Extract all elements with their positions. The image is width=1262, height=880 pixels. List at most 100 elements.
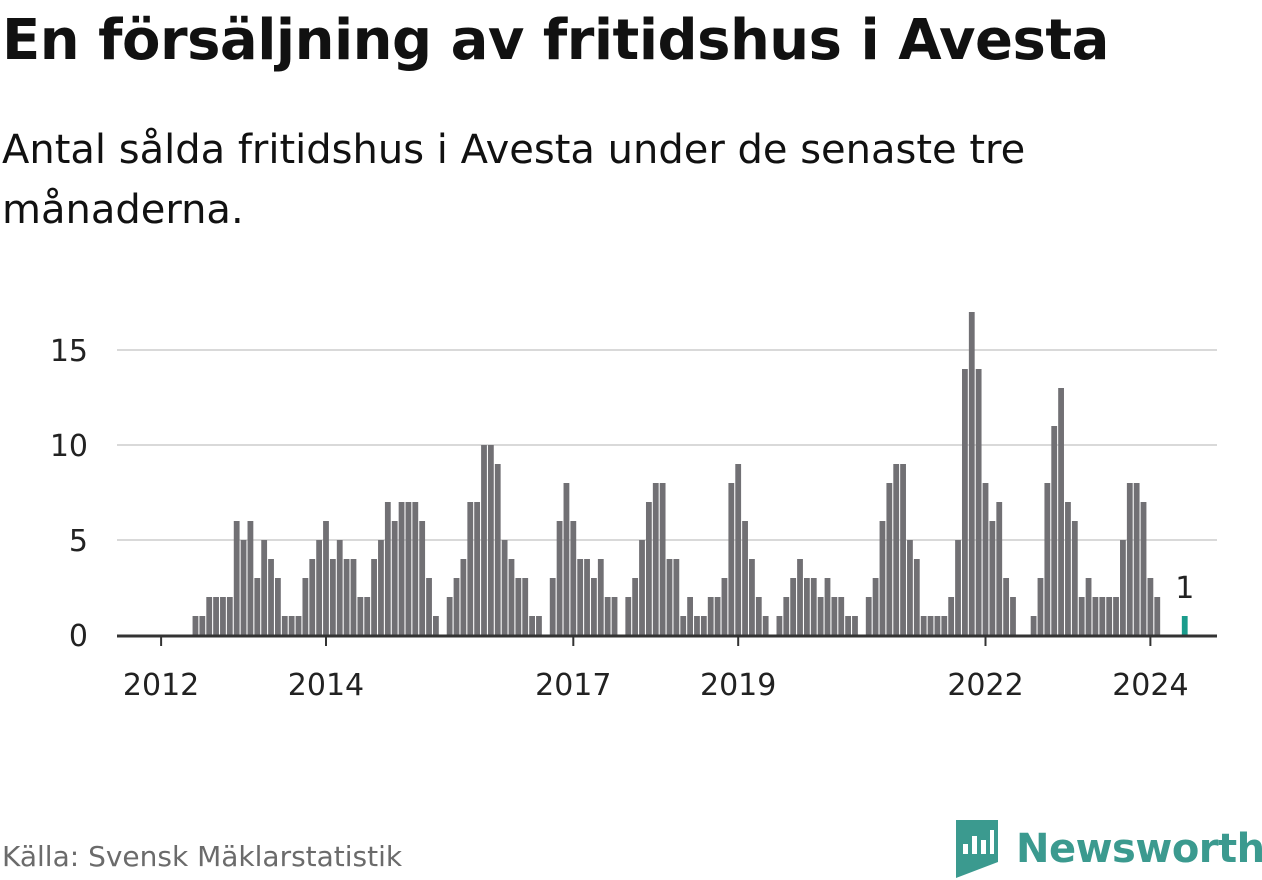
bar (604, 597, 611, 635)
bar (1051, 426, 1058, 635)
bar (845, 616, 852, 635)
bar (694, 616, 700, 635)
bar (735, 464, 742, 635)
bar (467, 502, 474, 635)
bar (982, 483, 989, 635)
bar (645, 502, 652, 635)
bar (268, 559, 274, 635)
bar (515, 578, 522, 635)
bar (378, 540, 384, 635)
y-tick-label: 10 (50, 429, 88, 464)
chart-title: En försäljning av fritidshus i Avesta (2, 8, 1109, 73)
bar (934, 616, 941, 635)
bar (213, 597, 219, 635)
bar (426, 578, 432, 635)
bar (666, 559, 673, 635)
bar (1071, 521, 1078, 635)
bar (563, 483, 570, 635)
bar (652, 483, 659, 635)
bar (673, 559, 680, 635)
x-axis-ticks: 2012 2014 2017 2019 2022 2024 (123, 635, 1189, 703)
bar (453, 578, 460, 635)
bar (817, 597, 824, 635)
bar (247, 521, 254, 635)
bar (989, 521, 996, 635)
bar (1010, 597, 1016, 635)
bar (913, 559, 920, 635)
bar (1058, 388, 1064, 635)
highlight-data-label: 1 (1175, 571, 1194, 606)
x-tick-label: 2019 (700, 668, 776, 703)
bar (1037, 578, 1044, 635)
bar (329, 559, 336, 635)
bar (309, 559, 316, 635)
bar (975, 369, 982, 635)
bar (749, 559, 755, 635)
bar (199, 616, 206, 635)
bar (803, 578, 810, 635)
bar (323, 521, 329, 635)
y-tick-label: 15 (50, 334, 88, 369)
bar (556, 521, 563, 635)
bar (226, 597, 233, 635)
bar (302, 578, 309, 635)
y-axis-ticks: 0 5 10 15 (50, 334, 88, 654)
bar (762, 616, 769, 635)
bar (192, 616, 199, 635)
x-tick-label: 2012 (123, 668, 199, 703)
bar (529, 616, 535, 635)
source-note: Källa: Svensk Mäklarstatistik (2, 840, 403, 873)
bar (755, 597, 762, 635)
bar (494, 464, 501, 635)
bar (295, 616, 302, 635)
bar (1106, 597, 1113, 635)
bar (1147, 578, 1154, 635)
bar (254, 578, 261, 635)
bar (288, 616, 295, 635)
newsworthy-logo-text: Newsworthy (1016, 826, 1262, 872)
bar (584, 559, 590, 635)
bar (474, 502, 481, 635)
bar (831, 597, 838, 635)
bar (941, 616, 948, 635)
bar (893, 464, 900, 635)
bar (687, 597, 693, 635)
bar (281, 616, 288, 635)
bar (968, 312, 975, 635)
bar (398, 502, 405, 635)
bar (412, 502, 419, 635)
bar (879, 521, 886, 635)
bar (536, 616, 542, 635)
bar (1085, 578, 1092, 635)
bar-chart: 0 5 10 15 2012 2014 2017 2019 2022 2024 1 (50, 312, 1217, 703)
bars (192, 312, 1188, 635)
bar (206, 597, 213, 635)
bar (460, 559, 467, 635)
bar (838, 597, 845, 635)
bar (371, 559, 377, 635)
y-tick-label: 5 (69, 524, 88, 559)
bar (1099, 597, 1106, 635)
bar (233, 521, 240, 635)
bar (680, 616, 687, 635)
bar (1092, 597, 1099, 635)
bar (1113, 597, 1119, 635)
x-tick-label: 2017 (535, 668, 611, 703)
bar (405, 502, 412, 635)
bar (481, 445, 487, 635)
x-tick-label: 2022 (947, 668, 1023, 703)
bar (220, 597, 226, 635)
bar (783, 597, 790, 635)
bar (797, 559, 803, 635)
bar (886, 483, 893, 635)
newsworthy-logo-icon (956, 820, 998, 878)
bar (336, 540, 343, 635)
bar (419, 521, 426, 635)
bar (865, 597, 872, 635)
bar (955, 540, 961, 635)
bar (632, 578, 639, 635)
chart-subtitle: Antal sålda fritidshus i Avesta under de… (2, 127, 1026, 233)
newsworthy-logo: Newsworthy (952, 818, 1262, 880)
bar (962, 369, 968, 635)
bar (350, 559, 357, 635)
